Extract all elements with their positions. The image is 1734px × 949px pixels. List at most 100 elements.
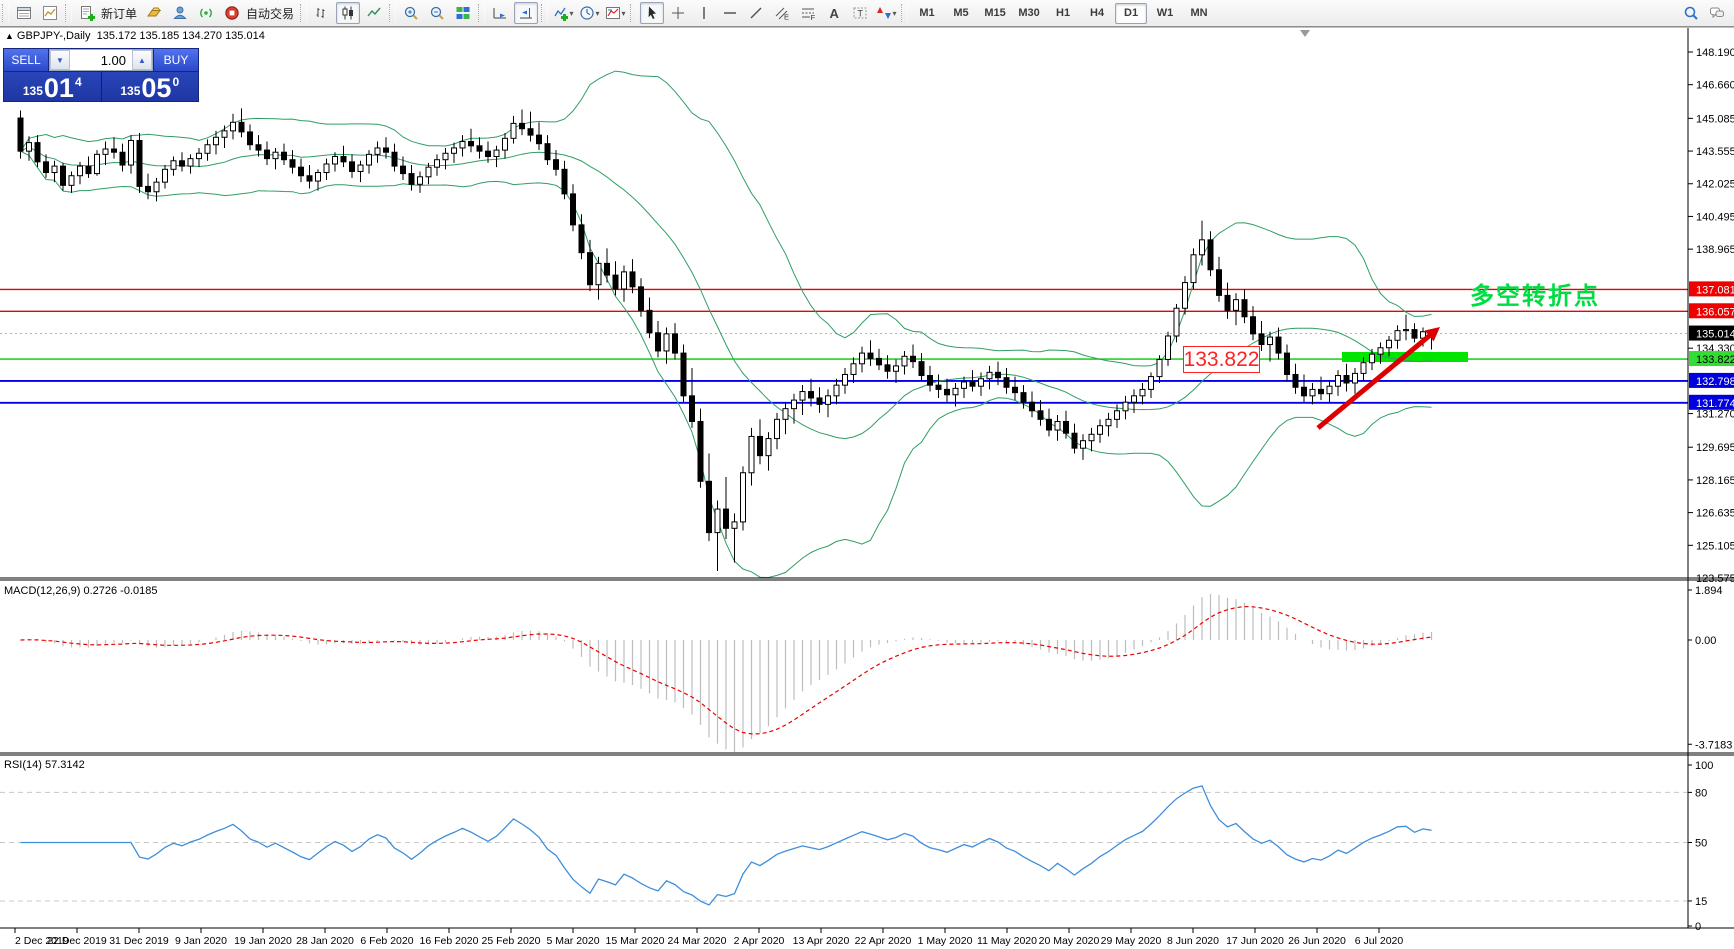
community-icon[interactable]	[168, 2, 192, 24]
date-tick-label: 26 Jun 2020	[1288, 935, 1346, 947]
rsi-series	[20, 785, 1432, 906]
date-tick-label: 13 Apr 2020	[793, 935, 850, 947]
candle-body	[791, 399, 797, 410]
signals-icon[interactable]	[194, 2, 218, 24]
trend-arrow-head[interactable]	[1424, 327, 1440, 342]
vertical-line-icon[interactable]	[692, 2, 716, 24]
svg-text:F: F	[811, 13, 816, 21]
chat-icon[interactable]	[1705, 2, 1729, 24]
candle-body	[272, 151, 279, 160]
trade-panel-top-row: SELL ▼ ▲ BUY	[4, 49, 198, 71]
zoom-in-icon[interactable]	[399, 2, 423, 24]
timeframe-m30-button[interactable]: M30	[1018, 7, 1040, 19]
candle-body	[553, 159, 559, 170]
candle-body	[876, 357, 882, 366]
equidistant-channel-icon[interactable]: E	[770, 2, 794, 24]
main-toolbar: 新订单 自动交易 ▾ ▾ ▾ E F A T ▾ M1 M5 M15 M30 H1 H4 D1 W1 MN	[0, 0, 1734, 27]
crosshair-icon[interactable]	[666, 2, 690, 24]
candle-chart-type-icon[interactable]	[336, 2, 361, 24]
candle-body	[451, 147, 457, 154]
candle-body	[1275, 336, 1282, 354]
candle-body	[578, 224, 585, 254]
line-chart-type-icon[interactable]	[362, 2, 386, 24]
timeframe-m5-button[interactable]: M5	[953, 7, 969, 19]
auto-scroll-icon[interactable]	[488, 2, 512, 24]
candle-body	[255, 144, 262, 151]
buy-button[interactable]: BUY	[153, 49, 198, 71]
timeframe-m15-button[interactable]: M15	[984, 7, 1006, 19]
horizontal-line-icon[interactable]	[718, 2, 742, 24]
timeframe-mn-button[interactable]: MN	[1190, 7, 1208, 19]
rsi-level-lines	[0, 791, 1688, 902]
new-order-icon[interactable]	[75, 2, 99, 24]
candle-body	[935, 384, 942, 390]
templates-icon[interactable]: ▾	[603, 2, 627, 24]
candle-body	[1156, 359, 1163, 378]
candle-body	[527, 128, 534, 136]
chart-shift-marker[interactable]	[1300, 30, 1310, 37]
price-axis[interactable]: 148.190 146.660 145.085 143.555 142.025 140.4…	[1688, 47, 1734, 933]
candle-body	[34, 142, 41, 163]
timeframe-w1-button[interactable]: W1	[1156, 7, 1174, 19]
timeframe-h1-button[interactable]: H1	[1056, 7, 1071, 19]
timeframe-h4-button[interactable]: H4	[1090, 7, 1105, 19]
price-annotation-label[interactable]: 133.822	[1183, 346, 1260, 373]
price-badge-label: 136.057	[1696, 306, 1734, 318]
volume-increment-button[interactable]: ▲	[132, 50, 152, 70]
chart-window-icon[interactable]	[12, 2, 36, 24]
candle-body	[1046, 418, 1052, 431]
timeframe-d1-button[interactable]: D1	[1115, 2, 1148, 24]
tick-chart-icon[interactable]	[38, 2, 62, 24]
zoom-out-icon[interactable]	[425, 2, 449, 24]
timeframe-m1-button[interactable]: M1	[919, 7, 935, 19]
volume-input[interactable]	[70, 50, 132, 70]
text-label-icon[interactable]: T	[848, 2, 872, 24]
new-order-label[interactable]: 新订单	[101, 6, 138, 21]
auto-trading-label[interactable]: 自动交易	[246, 6, 295, 21]
trend-line-icon[interactable]	[744, 2, 768, 24]
timeframe-toolbar: M1 M5 M15 M30 H1 H4 D1 W1 MN	[910, 0, 1216, 26]
candle-body	[170, 160, 177, 170]
fibonacci-icon[interactable]: F	[796, 2, 820, 24]
tile-windows-icon[interactable]	[451, 2, 475, 24]
candle-body	[26, 142, 32, 152]
gold-icon[interactable]	[142, 2, 166, 24]
indicators-icon[interactable]: ▾	[551, 2, 575, 24]
search-icon[interactable]	[1679, 2, 1703, 24]
svg-text:E: E	[784, 13, 789, 22]
macd-signal	[20, 605, 1432, 735]
trend-arrow-shaft[interactable]	[1316, 331, 1434, 430]
candle-body	[349, 161, 355, 172]
symbol-info-bar: ▲ GBPJPY-,Daily 135.172 135.185 134.270 1…	[5, 30, 265, 42]
periods-icon[interactable]: ▾	[577, 2, 601, 24]
candle-body	[366, 153, 372, 166]
candle-body	[731, 521, 738, 529]
date-tick-label: 29 May 2020	[1101, 935, 1162, 947]
candle-body	[1403, 329, 1409, 332]
candle-body	[757, 435, 763, 457]
candle-body	[1326, 385, 1333, 395]
date-tick-label: 1 May 2020	[918, 935, 973, 947]
bollinger-mid-band	[20, 146, 1432, 440]
candle-body	[340, 155, 347, 163]
candle-body	[799, 391, 806, 401]
candle-body	[400, 165, 406, 175]
bar-chart-type-icon[interactable]	[310, 2, 334, 24]
candle-body	[179, 160, 185, 167]
sell-button[interactable]: SELL	[4, 49, 49, 71]
text-icon[interactable]: A	[822, 2, 846, 24]
buy-price[interactable]: 135 05 0	[102, 72, 199, 102]
candle-body	[485, 150, 491, 157]
chart-shift-icon[interactable]	[514, 2, 539, 24]
turning-point-annotation[interactable]: 多空转折点	[1470, 283, 1600, 310]
candle-body	[391, 151, 398, 167]
cursor-icon[interactable]	[640, 2, 665, 24]
date-tick-label: 5 Mar 2020	[546, 935, 599, 947]
arrows-icon[interactable]: ▾	[874, 2, 898, 24]
volume-decrement-button[interactable]: ▼	[50, 50, 70, 70]
auto-trading-icon[interactable]	[220, 2, 244, 24]
sell-price[interactable]: 135 01 4	[4, 72, 102, 102]
one-click-trade-panel: SELL ▼ ▲ BUY 135 01 4 135 05 0	[3, 48, 199, 102]
